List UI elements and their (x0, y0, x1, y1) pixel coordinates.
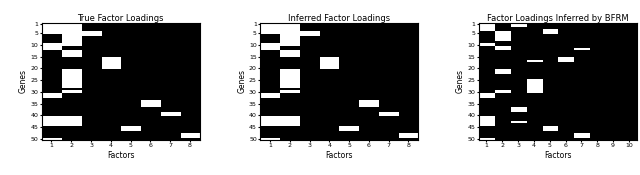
Title: True Factor Loadings: True Factor Loadings (77, 14, 164, 23)
Y-axis label: Genes: Genes (19, 69, 28, 93)
Y-axis label: Genes: Genes (456, 69, 465, 93)
Y-axis label: Genes: Genes (237, 69, 246, 93)
X-axis label: Factors: Factors (107, 151, 134, 160)
Title: Factor Loadings Inferred by BFRM: Factor Loadings Inferred by BFRM (487, 14, 628, 23)
X-axis label: Factors: Factors (544, 151, 572, 160)
X-axis label: Factors: Factors (326, 151, 353, 160)
Title: Inferred Factor Loadings: Inferred Factor Loadings (288, 14, 390, 23)
